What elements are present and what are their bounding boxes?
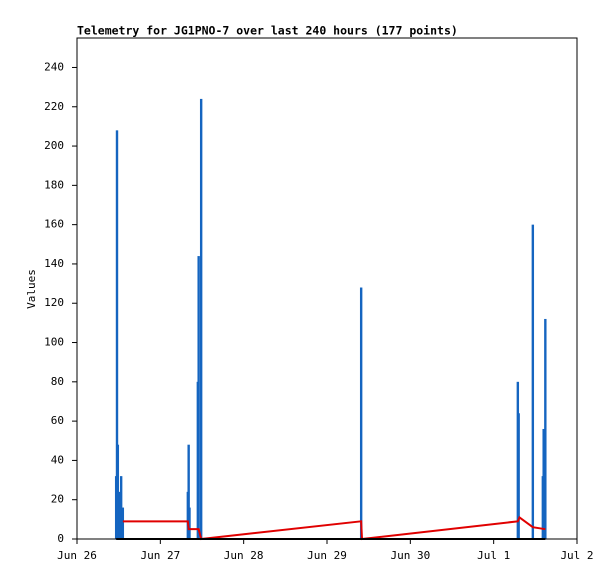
- y-tick-label: 0: [57, 532, 64, 545]
- impulse-bar: [121, 507, 125, 539]
- y-tick-label: 100: [44, 336, 64, 349]
- impulse-bar: [542, 428, 545, 539]
- y-tick-label: 120: [44, 296, 64, 309]
- y-tick-label: 200: [44, 139, 64, 152]
- y-tick-label: 140: [44, 257, 64, 270]
- plot-frame: [76, 37, 578, 540]
- y-tick-label: 160: [44, 218, 64, 231]
- impulse-bar: [115, 130, 119, 539]
- y-tick-label: 220: [44, 100, 64, 113]
- y-tick-label: 240: [44, 60, 64, 73]
- impulse-bar: [544, 318, 547, 539]
- impulse-bar: [199, 98, 203, 539]
- y-axis-label: Values: [25, 269, 38, 309]
- y-tick-label: 60: [51, 414, 64, 427]
- impulse-bar: [188, 507, 191, 539]
- x-tick-label: Jun 27: [140, 549, 180, 562]
- impulse-bar: [517, 413, 520, 539]
- impulse-bar: [118, 491, 121, 539]
- x-tick-label: Jul 1: [477, 549, 510, 562]
- x-tick-label: Jul 2: [560, 549, 593, 562]
- x-tick-label: Jun 26: [57, 549, 97, 562]
- y-tick-label: 40: [51, 453, 64, 466]
- impulse-bar: [119, 476, 123, 539]
- y-tick-label: 20: [51, 493, 64, 506]
- impulse-bar: [197, 256, 200, 539]
- y-tick-label: 180: [44, 178, 64, 191]
- impulse-bar: [116, 444, 120, 539]
- impulse-bar: [187, 444, 190, 539]
- series-line: [122, 515, 546, 541]
- impulse-bar: [531, 224, 535, 539]
- x-tick-label: Jun 30: [390, 549, 430, 562]
- y-tick-label: 80: [51, 375, 64, 388]
- x-tick-label: Jun 28: [224, 549, 264, 562]
- x-tick-label: Jun 29: [307, 549, 347, 562]
- impulse-bar: [359, 287, 363, 539]
- chart-title: Telemetry for JG1PNO-7 over last 240 hou…: [77, 24, 458, 38]
